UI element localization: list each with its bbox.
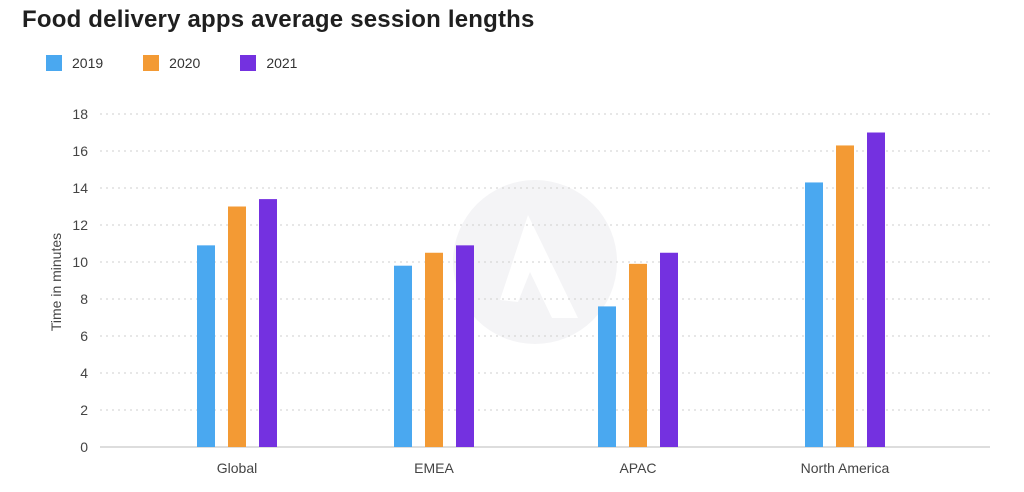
- bar-emea-2021: [456, 245, 474, 447]
- legend-swatch-2020: [143, 55, 160, 71]
- watermark: [453, 180, 617, 344]
- x-category-label: North America: [801, 460, 890, 476]
- bar-emea-2020: [425, 252, 443, 447]
- bar-apac-2021: [660, 252, 678, 447]
- bar-apac-2020: [629, 263, 647, 447]
- legend-swatch-2021: [240, 55, 257, 71]
- y-tick-label: 12: [72, 217, 88, 233]
- y-axis-label: Time in minutes: [48, 233, 64, 331]
- legend-label-2021: 2021: [266, 55, 298, 71]
- bar-north-america-2020: [836, 145, 854, 447]
- bars: [197, 132, 885, 447]
- legend-item-2020: 2020: [143, 55, 200, 71]
- x-category-label: EMEA: [414, 460, 454, 476]
- bar-apac-2019: [598, 306, 616, 447]
- y-tick-label: 2: [80, 402, 88, 418]
- y-tick-label: 18: [72, 106, 88, 122]
- y-axis-ticks: 0 2 4 6 8 10 12 14 16 18: [72, 106, 88, 455]
- y-tick-label: 4: [80, 365, 88, 381]
- bar-north-america-2021: [867, 132, 885, 447]
- bar-north-america-2019: [805, 182, 823, 447]
- legend-label-2019: 2019: [72, 55, 104, 71]
- x-category-label: APAC: [619, 460, 656, 476]
- legend-swatch-2019: [46, 55, 62, 71]
- x-category-label: Global: [217, 460, 257, 476]
- chart-title: Food delivery apps average session lengt…: [22, 6, 535, 33]
- y-tick-label: 0: [80, 439, 88, 455]
- bar-global-2020: [228, 206, 246, 447]
- y-tick-label: 14: [72, 180, 88, 196]
- legend: 2019 2020 2021: [46, 55, 297, 71]
- y-tick-label: 16: [72, 143, 88, 159]
- bar-emea-2019: [394, 265, 412, 447]
- bar-global-2021: [259, 199, 277, 447]
- legend-label-2020: 2020: [169, 55, 201, 71]
- y-tick-label: 8: [80, 291, 88, 307]
- x-axis-labels: Global EMEA APAC North America: [217, 460, 890, 476]
- bar-global-2019: [197, 245, 215, 447]
- y-tick-label: 6: [80, 328, 88, 344]
- y-tick-label: 10: [72, 254, 88, 270]
- legend-item-2021: 2021: [240, 55, 297, 71]
- legend-item-2019: 2019: [46, 55, 103, 71]
